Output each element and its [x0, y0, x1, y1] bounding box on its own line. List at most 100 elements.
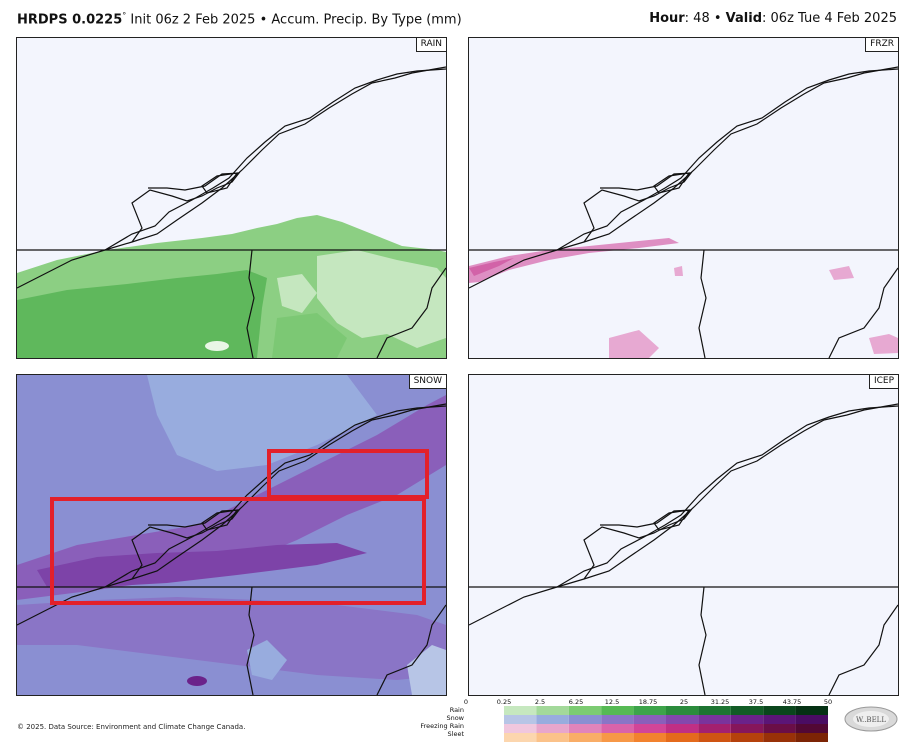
frzr-patch-3 — [829, 266, 854, 280]
legend-tick-label: 18.75 — [638, 698, 658, 706]
snow-light-area-2 — [407, 645, 446, 695]
legend-swatch-rain — [795, 706, 828, 715]
panel-label-icep: ICEP — [868, 375, 898, 389]
legend-tick-label: 2.5 — [534, 698, 546, 706]
legend-swatch-snow — [698, 715, 731, 724]
map-header: HRDPS 0.0225° Init 06z 2 Feb 2025 • Accu… — [17, 9, 897, 31]
header-separator: • — [709, 11, 726, 26]
legend-tick-label: 37.5 — [748, 698, 764, 706]
frzr-band-core — [469, 258, 514, 276]
rain-mid-area — [272, 313, 347, 358]
legend-swatch-frzr — [633, 724, 666, 733]
legend-swatch-frzr — [795, 724, 828, 733]
legend-tick-label: 43.75 — [782, 698, 802, 706]
frzr-map — [469, 66, 898, 358]
panel-label-rain: RAIN — [415, 38, 446, 52]
legend-swatch-snow — [504, 715, 537, 724]
legend-swatch-sleet — [666, 733, 699, 742]
legend-swatch-snow — [763, 715, 796, 724]
legend-swatch-frzr — [504, 724, 537, 733]
legend-swatch-rain — [763, 706, 796, 715]
legend-swatch-rain — [730, 706, 764, 715]
logo-graphic: W..BELL — [844, 706, 898, 732]
legend-swatch-sleet — [601, 733, 634, 742]
valid-label: Valid — [725, 11, 763, 26]
valid-value: : 06z Tue 4 Feb 2025 — [762, 11, 897, 26]
legend-row-label: Rain — [449, 706, 464, 714]
legend-swatch-snow — [568, 715, 602, 724]
legend-row-label: Freezing Rain — [420, 722, 464, 730]
rain-light-area — [317, 250, 446, 348]
snow-mid-area — [17, 597, 446, 680]
snow-panel: SNOW — [16, 374, 447, 696]
legend-swatch-snow — [730, 715, 764, 724]
rain-heavy-area — [17, 270, 267, 358]
frzr-patch-2 — [869, 334, 898, 354]
product-name: Accum. Precip. By Type (mm) — [271, 12, 462, 28]
header-left: HRDPS 0.0225° Init 06z 2 Feb 2025 • Accu… — [17, 11, 462, 27]
legend-color-bars — [504, 706, 828, 742]
header-separator: • — [255, 12, 272, 28]
rain-panel: RAIN — [16, 37, 447, 359]
icep-panel: ICEP — [468, 374, 899, 696]
legend-swatch-sleet — [795, 733, 828, 742]
legend-swatch-sleet — [504, 733, 537, 742]
legend-row-label: Sleet — [447, 730, 464, 738]
annotation-box-small — [267, 449, 429, 499]
weatherbell-logo: W..BELL — [843, 705, 899, 733]
legend-swatch-frzr — [730, 724, 764, 733]
legend-tick-label: 25 — [679, 698, 689, 706]
legend-row-labels: Rain Snow Freezing Rain Sleet — [410, 706, 464, 738]
legend-swatch-frzr — [763, 724, 796, 733]
legend-swatch-sleet — [568, 733, 602, 742]
legend-tick-label: 0 — [463, 698, 469, 706]
panel-label-snow: SNOW — [408, 375, 446, 389]
annotation-box-large — [50, 497, 426, 605]
data-source-credit: © 2025. Data Source: Environment and Cli… — [17, 723, 246, 731]
svg-text:W..BELL: W..BELL — [856, 716, 886, 724]
legend-swatch-snow — [601, 715, 634, 724]
header-right: Hour: 48 • Valid: 06z Tue 4 Feb 2025 — [649, 11, 897, 26]
snow-band — [17, 395, 446, 600]
rain-map — [17, 66, 446, 358]
icep-map — [469, 403, 898, 695]
legend-swatch-snow — [633, 715, 666, 724]
snow-light-area-3 — [247, 640, 287, 680]
snow-map — [17, 375, 446, 695]
legend-row-label: Snow — [446, 714, 464, 722]
legend-ticks: 0 0.25 2.5 6.25 12.5 18.75 25 31.25 37.5 43.75 50 — [463, 698, 833, 707]
degree-symbol: ° — [122, 11, 127, 20]
legend-tick-label: 12.5 — [604, 698, 620, 706]
model-name: HRDPS 0.0225 — [17, 12, 123, 28]
legend-swatch-frzr — [601, 724, 634, 733]
panel-label-frzr: FRZR — [865, 38, 898, 52]
legend-swatch-sleet — [536, 733, 569, 742]
rain-light-patch — [205, 341, 229, 351]
init-time: Init 06z 2 Feb 2025 — [126, 12, 256, 28]
legend-tick-label: 6.25 — [568, 698, 584, 706]
snow-band-core — [37, 543, 367, 587]
legend-tick-label: 0.25 — [496, 698, 512, 706]
legend-swatch-rain — [536, 706, 569, 715]
coastlines — [469, 403, 898, 695]
legend-swatch-sleet — [763, 733, 796, 742]
coastlines — [469, 66, 898, 358]
rain-light-area-2 — [277, 274, 317, 313]
legend-swatch-rain — [568, 706, 602, 715]
hour-value: : 48 — [684, 11, 710, 26]
legend-swatch-rain — [633, 706, 666, 715]
precip-legend: 0 0.25 2.5 6.25 12.5 18.75 25 31.25 37.5 43.75 50 — [463, 698, 833, 744]
coastlines — [17, 403, 446, 695]
legend-swatch-rain — [504, 706, 537, 715]
legend-swatch-rain — [601, 706, 634, 715]
legend-swatch-rain — [666, 706, 699, 715]
legend-swatch-frzr — [536, 724, 569, 733]
frzr-band — [469, 238, 679, 283]
legend-swatch-snow — [795, 715, 828, 724]
legend-swatch-sleet — [698, 733, 731, 742]
legend-tick-label: 31.25 — [710, 698, 730, 706]
legend-swatch-frzr — [568, 724, 602, 733]
legend-tick-label: 50 — [823, 698, 833, 706]
legend-swatch-frzr — [698, 724, 731, 733]
frzr-patch — [609, 330, 659, 358]
